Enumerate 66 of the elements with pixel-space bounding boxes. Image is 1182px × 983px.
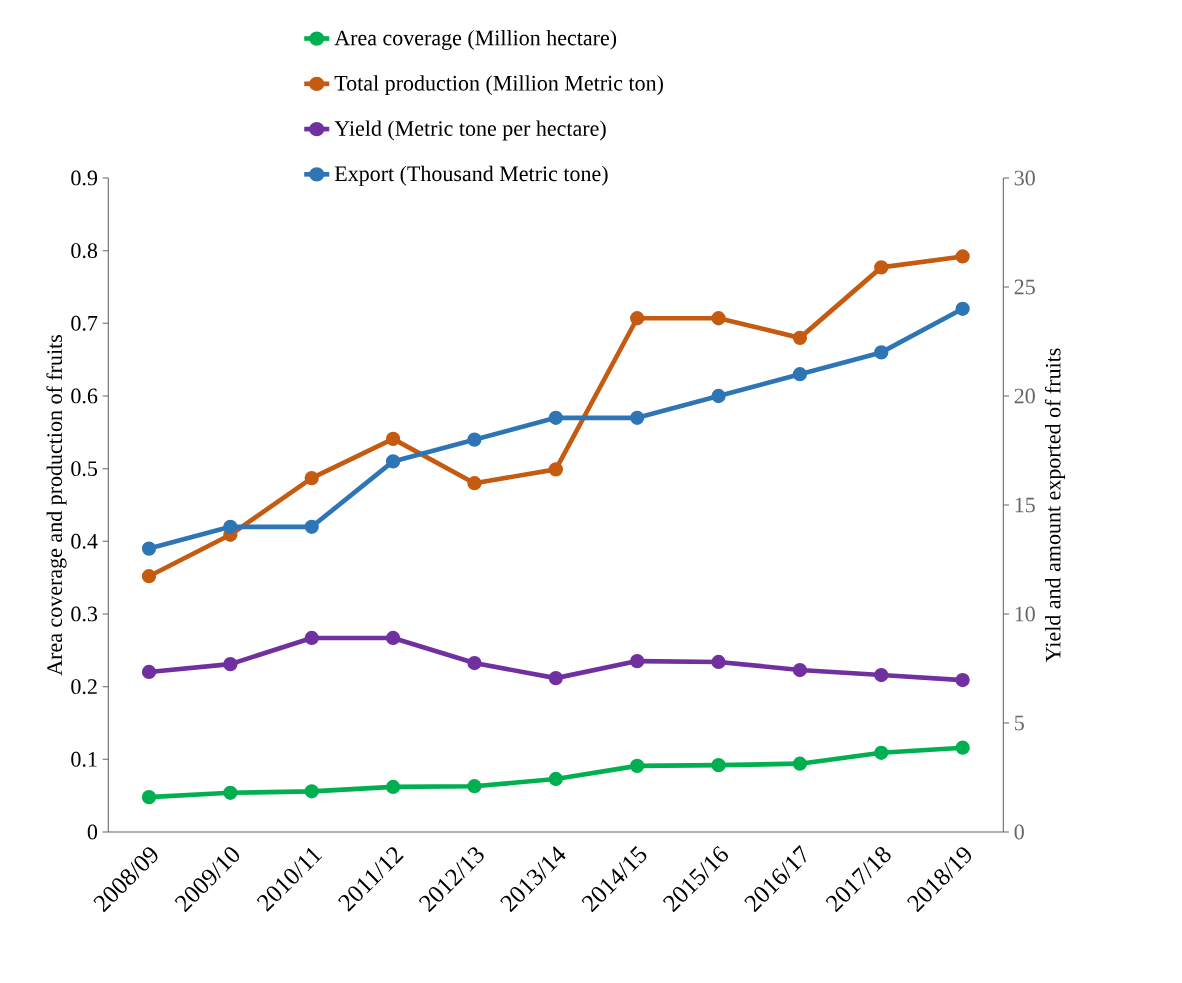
point: [548, 771, 563, 787]
point: [792, 756, 808, 771]
y2-axis-title: Yield and amount exported of fruits: [1044, 348, 1066, 663]
point: [711, 654, 726, 670]
y2-tick-label: 15: [1015, 497, 1035, 513]
point: [304, 630, 319, 646]
point: [141, 569, 157, 584]
point: [467, 779, 482, 794]
point: [548, 410, 563, 425]
point: [304, 784, 319, 799]
point: [630, 758, 645, 774]
y-tick-label: 0.9: [71, 170, 98, 186]
legend-label: Yield (Metric tone per hectare): [334, 120, 606, 141]
point: [874, 667, 889, 683]
point: [548, 462, 563, 477]
point: [792, 330, 808, 345]
y-tick-label: 0.7: [71, 315, 98, 331]
y2-tick-label: 25: [1014, 279, 1035, 295]
point: [141, 541, 157, 556]
point: [385, 431, 401, 447]
y-tick-label: 0.5: [71, 461, 98, 477]
point: [711, 758, 726, 773]
point: [304, 519, 319, 534]
y2-tick-label: 5: [1015, 715, 1024, 731]
point: [792, 662, 808, 678]
y-tick-label: 0.4: [71, 533, 98, 549]
point: [385, 630, 401, 646]
y-tick-label: 0.2: [71, 679, 97, 695]
y2-tick-label: 0: [1014, 824, 1024, 840]
point: [955, 672, 970, 688]
y2-tick-label: 20: [1014, 388, 1035, 404]
point: [223, 519, 238, 534]
point: [467, 476, 482, 491]
point: [955, 249, 970, 264]
point: [792, 367, 808, 382]
point: [467, 655, 482, 671]
y2-tick-label: 10: [1015, 606, 1035, 622]
y-tick-label: 0: [87, 824, 98, 840]
legend-label: Export (Thousand Metric tone): [334, 165, 608, 186]
point: [874, 260, 889, 275]
y-axis-title: Area coverage and production of fruits: [46, 335, 67, 676]
point: [304, 470, 319, 486]
point: [711, 388, 726, 404]
legend-label: Total production (Million Metric ton): [334, 75, 663, 96]
y-tick-label: 0.3: [71, 606, 98, 622]
point: [874, 345, 889, 360]
y-tick-label: 0.6: [71, 388, 98, 404]
y-tick-label: 0.8: [71, 243, 98, 259]
legend-label: Area coverage (Million hectare): [334, 29, 617, 50]
point: [223, 657, 238, 672]
point: [141, 664, 157, 680]
point: [630, 653, 645, 669]
point: [955, 740, 970, 755]
y2-tick-label: 30: [1014, 170, 1035, 186]
y-tick-label: 0.1: [71, 751, 97, 767]
point: [385, 454, 401, 469]
point: [711, 311, 726, 326]
point: [630, 410, 645, 425]
point: [630, 311, 645, 326]
point: [223, 785, 238, 800]
point: [955, 301, 970, 316]
point: [548, 670, 563, 686]
point: [141, 789, 157, 805]
point: [467, 432, 482, 447]
point: [874, 745, 889, 760]
point: [385, 779, 401, 795]
